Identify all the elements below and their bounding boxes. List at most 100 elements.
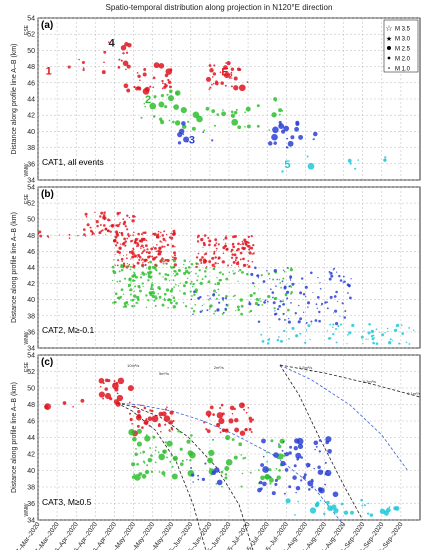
- event-point: [164, 423, 167, 426]
- event-point: [329, 323, 332, 326]
- magnitude-legend: ☆ M 3.5★ M 3.0 M 2.5 M 2.0 M 1.0: [383, 19, 419, 73]
- event-point: [213, 252, 216, 255]
- event-point: [229, 405, 235, 411]
- event-point: [367, 331, 371, 335]
- event-point: [190, 271, 192, 273]
- event-point: [317, 276, 319, 279]
- event-point: [269, 278, 271, 280]
- event-point: [183, 271, 187, 275]
- event-point: [134, 433, 137, 436]
- event-point: [127, 385, 134, 392]
- event-point: [290, 135, 295, 140]
- event-point: [143, 258, 147, 263]
- event-point: [191, 126, 196, 131]
- event-point: [295, 491, 297, 494]
- event-point: [167, 78, 170, 82]
- event-point: [238, 68, 242, 72]
- event-point: [201, 256, 204, 259]
- event-point: [267, 272, 270, 275]
- event-point: [127, 285, 130, 288]
- event-point: [155, 250, 157, 253]
- event-point: [274, 482, 278, 486]
- event-point: [388, 341, 392, 345]
- event-point: [216, 276, 218, 279]
- event-point: [257, 469, 260, 471]
- event-point: [343, 510, 349, 515]
- event-point: [334, 327, 338, 331]
- event-point: [241, 242, 245, 245]
- event-point: [285, 146, 288, 149]
- y-tick-label: 54: [27, 16, 35, 23]
- event-point: [267, 338, 270, 341]
- event-point: [124, 41, 129, 47]
- event-point: [327, 505, 333, 511]
- diffusion-curve: [279, 364, 408, 471]
- event-point: [299, 332, 302, 335]
- event-point: [327, 473, 330, 476]
- event-point: [260, 463, 265, 467]
- event-point: [112, 265, 114, 267]
- event-point: [125, 257, 128, 260]
- event-point: [262, 455, 265, 458]
- event-point: [283, 318, 286, 321]
- event-point: [187, 266, 191, 269]
- event-point: [140, 260, 142, 261]
- event-point: [155, 446, 157, 448]
- event-point: [320, 302, 324, 306]
- event-point: [150, 283, 154, 287]
- event-point: [365, 338, 367, 340]
- event-point: [332, 326, 334, 329]
- event-point: [217, 256, 221, 260]
- event-point: [145, 306, 148, 309]
- event-point: [246, 81, 249, 83]
- event-point: [120, 265, 124, 269]
- edge-label-top: ESE: [24, 361, 30, 372]
- event-point: [132, 248, 135, 251]
- event-point: [142, 250, 145, 253]
- event-point: [197, 296, 201, 300]
- event-point: [38, 230, 42, 234]
- event-point: [320, 304, 322, 306]
- event-point: [167, 80, 172, 84]
- event-point: [242, 257, 245, 261]
- event-point: [183, 263, 185, 266]
- y-tick-label: 42: [27, 452, 35, 459]
- event-point: [136, 243, 140, 247]
- event-point: [104, 392, 112, 400]
- event-point: [207, 457, 214, 464]
- event-point: [147, 271, 150, 274]
- event-point: [132, 263, 134, 265]
- event-point: [247, 265, 251, 268]
- event-point: [207, 281, 209, 283]
- event-point: [191, 285, 194, 288]
- cluster-label: 1: [46, 66, 52, 78]
- event-point: [177, 429, 181, 433]
- event-point: [266, 451, 268, 454]
- event-point: [324, 483, 327, 486]
- event-point: [172, 259, 176, 263]
- event-point: [134, 474, 141, 481]
- event-point: [165, 262, 168, 265]
- event-point: [227, 264, 229, 267]
- event-point: [169, 265, 172, 267]
- event-point: [133, 305, 136, 307]
- event-point: [134, 275, 138, 279]
- event-point: [215, 482, 218, 485]
- event-point: [326, 470, 329, 473]
- event-point: [369, 513, 374, 517]
- event-point: [123, 237, 126, 241]
- event-point: [248, 302, 252, 306]
- event-point: [90, 229, 93, 233]
- event-point: [357, 159, 360, 161]
- diffusion-curve: [116, 402, 254, 550]
- event-point: [126, 214, 129, 217]
- event-point: [142, 72, 147, 77]
- event-point: [117, 66, 121, 69]
- event-point: [189, 290, 192, 293]
- edge-label-bottom: WNW: [24, 503, 30, 516]
- event-point: [288, 317, 290, 320]
- event-point: [234, 234, 237, 238]
- event-point: [310, 486, 314, 489]
- event-point: [68, 233, 71, 236]
